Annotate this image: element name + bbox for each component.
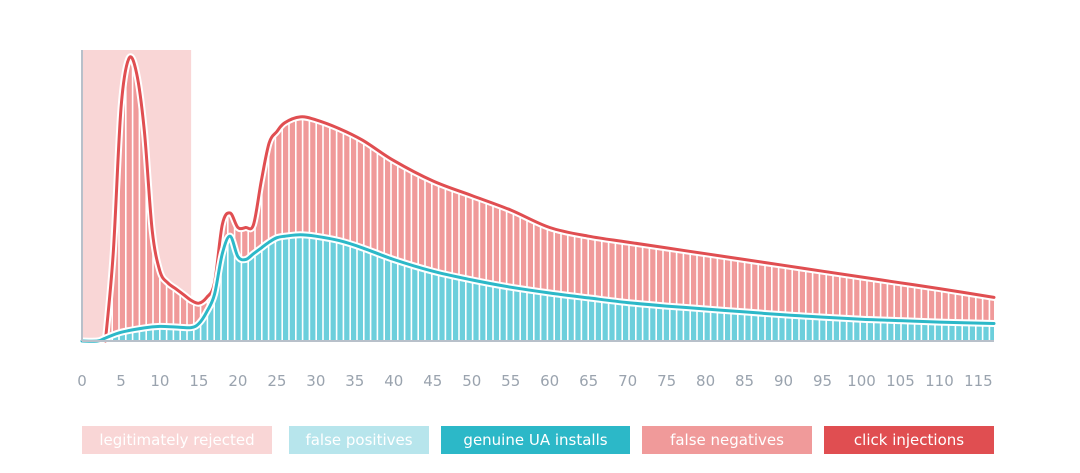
x-tick-label: 5 xyxy=(116,372,126,390)
x-tick-label: 0 xyxy=(77,372,87,390)
x-tick-label: 70 xyxy=(618,372,637,390)
x-tick-label: 15 xyxy=(189,372,208,390)
legend-genuine-ua-installs: genuine UA installs xyxy=(441,426,630,454)
legend-legitimately-rejected: legitimately rejected xyxy=(82,426,272,454)
x-tick-label: 100 xyxy=(847,372,876,390)
x-tick-label: 60 xyxy=(540,372,559,390)
x-tick-label: 35 xyxy=(345,372,364,390)
x-tick-label: 95 xyxy=(813,372,832,390)
click-injection-chart: 0 5 10 15 20 25 30 35 40 45 50 55 60 65 70 75 80 85 90 95 10… xyxy=(77,50,998,390)
x-tick-label: 110 xyxy=(925,372,954,390)
legend: legitimately rejected false positives ge… xyxy=(0,426,1080,454)
legend-false-positives: false positives xyxy=(289,426,429,454)
x-tick-label: 105 xyxy=(886,372,915,390)
genuine-installs-line xyxy=(80,233,996,343)
x-tick-label: 40 xyxy=(384,372,403,390)
x-axis-ticks: 0 5 10 15 20 25 30 35 40 45 50 55 60 65 70 75 80 85 90 95 10… xyxy=(77,372,993,390)
x-tick-label: 75 xyxy=(657,372,676,390)
x-tick-label: 20 xyxy=(228,372,247,390)
x-tick-label: 65 xyxy=(579,372,598,390)
legend-click-injections: click injections xyxy=(824,426,994,454)
x-tick-label: 85 xyxy=(735,372,754,390)
x-tick-label: 80 xyxy=(696,372,715,390)
x-tick-label: 90 xyxy=(774,372,793,390)
x-tick-label: 55 xyxy=(501,372,520,390)
x-tick-label: 115 xyxy=(964,372,993,390)
x-tick-label: 30 xyxy=(306,372,325,390)
x-tick-label: 45 xyxy=(423,372,442,390)
click-injections-line xyxy=(103,55,996,343)
x-tick-label: 50 xyxy=(462,372,481,390)
legend-false-negatives: false negatives xyxy=(642,426,812,454)
x-tick-label: 25 xyxy=(267,372,286,390)
x-tick-label: 10 xyxy=(150,372,169,390)
